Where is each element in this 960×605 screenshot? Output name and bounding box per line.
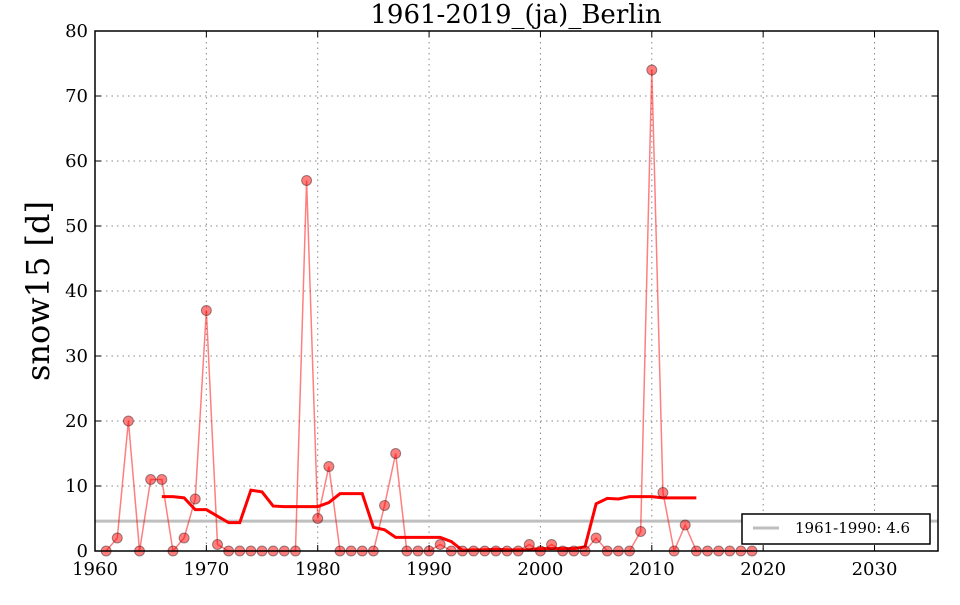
x-tick-label: 1990 xyxy=(406,559,452,580)
y-tick-label: 40 xyxy=(65,281,88,302)
data-point xyxy=(301,175,313,186)
marks xyxy=(95,64,938,557)
data-point xyxy=(122,415,134,427)
y-tick-label: 0 xyxy=(77,541,88,562)
legend-label: 1961-1990: 4.6 xyxy=(795,519,910,537)
plot-frame xyxy=(94,30,939,552)
data-point xyxy=(646,64,658,76)
data-point xyxy=(145,474,157,485)
ticks: 1960 1970 1980 1990 2000 2010 2020 203001020304… xyxy=(65,21,938,580)
x-tick-label: 1980 xyxy=(295,559,341,580)
y-tick-label: 70 xyxy=(65,86,88,107)
x-tick-label: 2010 xyxy=(629,559,675,580)
y-tick-label: 50 xyxy=(65,216,88,237)
y-tick-label: 30 xyxy=(65,346,88,367)
chart-title: 1961-2019_(ja)_Berlin xyxy=(370,0,662,30)
legend: 1961-1990: 4.6 xyxy=(741,513,931,545)
data-point xyxy=(590,532,602,544)
data-point xyxy=(379,500,391,511)
data-point xyxy=(200,305,212,316)
y-tick-label: 10 xyxy=(65,476,88,497)
data-point xyxy=(312,513,324,524)
x-tick-label: 1960 xyxy=(72,559,118,580)
x-tick-label: 2020 xyxy=(740,559,786,580)
data-point xyxy=(657,487,669,498)
data-point xyxy=(178,532,190,544)
data-point xyxy=(156,474,168,485)
grid xyxy=(95,31,938,551)
y-tick-label: 60 xyxy=(65,151,88,172)
data-point xyxy=(323,461,335,472)
data-point xyxy=(111,532,123,544)
data-point xyxy=(635,526,647,537)
data-point xyxy=(523,539,535,550)
y-axis-label: snow15 [d] xyxy=(19,201,57,381)
running-mean-line xyxy=(161,488,697,552)
data-point xyxy=(390,448,402,459)
data-point xyxy=(546,539,558,550)
x-tick-label: 1970 xyxy=(183,559,229,580)
data-point xyxy=(189,493,201,505)
x-tick-label: 2030 xyxy=(852,559,898,580)
data-point xyxy=(679,519,691,531)
x-tick-label: 2000 xyxy=(518,559,564,580)
data-point xyxy=(211,539,223,550)
data-point xyxy=(434,539,446,550)
y-tick-label: 20 xyxy=(65,411,88,432)
y-tick-label: 80 xyxy=(65,21,88,42)
